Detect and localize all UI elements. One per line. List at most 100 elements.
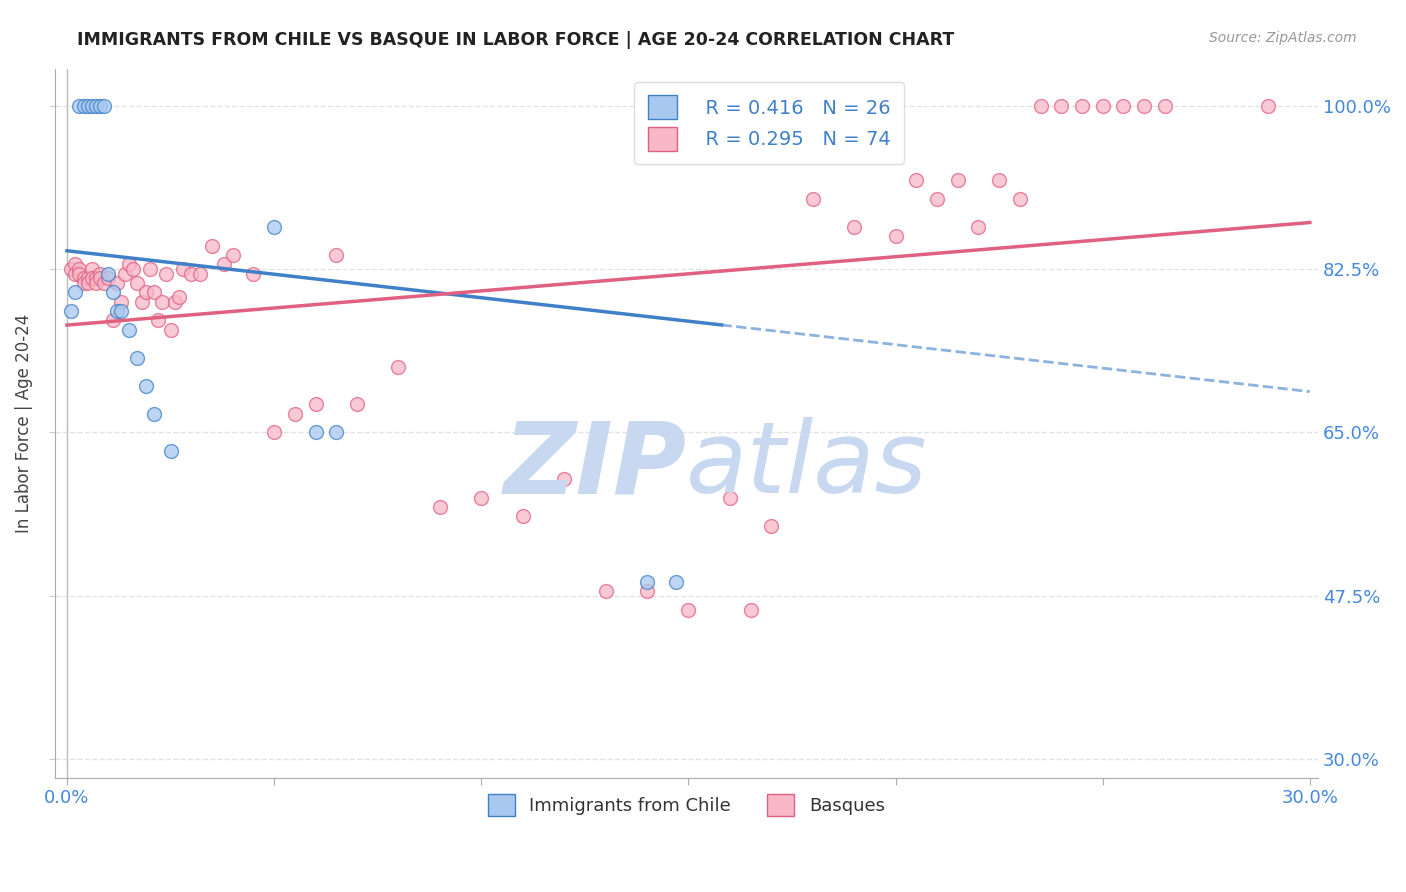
Point <box>325 248 347 262</box>
Point <box>167 290 190 304</box>
Point <box>159 444 181 458</box>
Point <box>665 574 688 589</box>
Point <box>686 99 709 113</box>
Point <box>1257 99 1279 113</box>
Point <box>304 425 326 440</box>
Text: ZIP: ZIP <box>503 417 686 514</box>
Point <box>636 584 658 599</box>
Point <box>180 267 202 281</box>
Point <box>65 267 87 281</box>
Point <box>97 267 120 281</box>
Point <box>512 509 534 524</box>
Point <box>150 294 173 309</box>
Point <box>1071 99 1094 113</box>
Point <box>242 267 264 281</box>
Point <box>1112 99 1135 113</box>
Point <box>135 285 157 300</box>
Point <box>263 425 285 440</box>
Point <box>284 407 307 421</box>
Point <box>678 602 700 616</box>
Point <box>884 229 907 244</box>
Point <box>761 518 783 533</box>
Point <box>697 99 720 113</box>
Point <box>801 192 824 206</box>
Y-axis label: In Labor Force | Age 20-24: In Labor Force | Age 20-24 <box>15 313 32 533</box>
Point <box>429 500 451 514</box>
Point <box>101 285 124 300</box>
Point <box>118 257 141 271</box>
Point <box>105 304 128 318</box>
Point <box>155 267 177 281</box>
Point <box>131 294 153 309</box>
Point <box>304 397 326 411</box>
Point <box>72 99 94 113</box>
Point <box>67 99 90 113</box>
Text: Source: ZipAtlas.com: Source: ZipAtlas.com <box>1209 31 1357 45</box>
Point <box>76 99 98 113</box>
Point <box>967 220 990 235</box>
Point <box>65 285 87 300</box>
Point <box>135 378 157 392</box>
Point <box>1133 99 1156 113</box>
Point <box>76 271 98 285</box>
Point <box>146 313 169 327</box>
Point <box>67 267 90 281</box>
Point <box>1091 99 1114 113</box>
Point <box>1008 192 1031 206</box>
Point <box>60 262 83 277</box>
Point <box>84 276 107 290</box>
Point <box>1153 99 1175 113</box>
Point <box>470 491 492 505</box>
Text: atlas: atlas <box>686 417 928 514</box>
Point <box>105 276 128 290</box>
Point <box>80 99 103 113</box>
Point <box>595 584 617 599</box>
Point <box>325 425 347 440</box>
Point <box>263 220 285 235</box>
Point <box>172 262 194 277</box>
Point <box>122 262 145 277</box>
Point <box>72 271 94 285</box>
Point <box>346 397 368 411</box>
Point <box>188 267 211 281</box>
Point <box>905 173 928 187</box>
Point <box>636 574 658 589</box>
Point <box>718 491 741 505</box>
Point <box>80 271 103 285</box>
Legend: Immigrants from Chile, Basques: Immigrants from Chile, Basques <box>479 785 894 825</box>
Point <box>387 360 409 375</box>
Point <box>946 173 969 187</box>
Point <box>139 262 162 277</box>
Point <box>97 271 120 285</box>
Point <box>201 239 224 253</box>
Point <box>710 99 733 113</box>
Text: IMMIGRANTS FROM CHILE VS BASQUE IN LABOR FORCE | AGE 20-24 CORRELATION CHART: IMMIGRANTS FROM CHILE VS BASQUE IN LABOR… <box>77 31 955 49</box>
Point <box>76 276 98 290</box>
Point <box>127 351 149 365</box>
Point <box>159 323 181 337</box>
Point <box>143 285 166 300</box>
Point <box>925 192 948 206</box>
Point <box>842 220 865 235</box>
Point <box>72 276 94 290</box>
Point <box>988 173 1011 187</box>
Point <box>553 472 575 486</box>
Point <box>110 294 132 309</box>
Point <box>89 267 111 281</box>
Point <box>114 267 136 281</box>
Point <box>118 323 141 337</box>
Point <box>163 294 186 309</box>
Point <box>80 262 103 277</box>
Point <box>65 257 87 271</box>
Point <box>1050 99 1073 113</box>
Point <box>110 304 132 318</box>
Point <box>101 313 124 327</box>
Point <box>221 248 243 262</box>
Point <box>93 276 115 290</box>
Point <box>740 602 762 616</box>
Point <box>127 276 149 290</box>
Point <box>93 99 115 113</box>
Point <box>67 262 90 277</box>
Point <box>60 304 83 318</box>
Point <box>143 407 166 421</box>
